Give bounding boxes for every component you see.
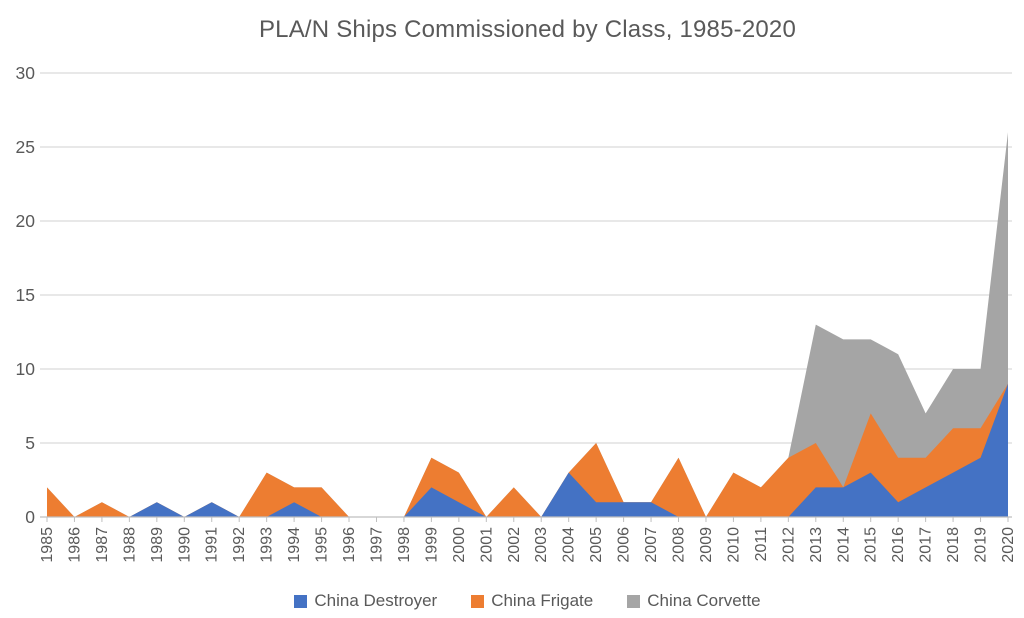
x-axis-label-1997: 1997 xyxy=(368,527,385,563)
x-axis-label-1987: 1987 xyxy=(94,527,111,563)
x-axis-label-2007: 2007 xyxy=(643,527,660,563)
corvette-swatch-icon xyxy=(627,594,641,608)
legend-item-destroyer: China Destroyer xyxy=(294,591,437,611)
stacked-area-chart: 0 5 10 15 20 25 30 1985 1986 1987 1988 1989 1990 1991… xyxy=(16,63,1017,563)
chart-title: PLA/N Ships Commissioned by Class, 1985-… xyxy=(258,16,797,43)
x-axis-label-1986: 1986 xyxy=(66,527,83,563)
x-axis-label-1993: 1993 xyxy=(259,527,276,563)
y-axis-label-30: 30 xyxy=(16,63,36,83)
legend-item-corvette: China Corvette xyxy=(627,591,761,611)
x-axis-label-2012: 2012 xyxy=(780,527,797,563)
y-axis-label-20: 20 xyxy=(16,211,36,231)
frigate-swatch-icon xyxy=(471,594,485,608)
y-axis-label-25: 25 xyxy=(16,137,35,157)
x-axis-label-2008: 2008 xyxy=(671,527,688,563)
destroyer-swatch-icon xyxy=(294,594,308,608)
x-axis-label-2014: 2014 xyxy=(835,527,852,563)
x-axis-label-2013: 2013 xyxy=(808,527,825,563)
chart-legend: China Destroyer China Frigate China Corv… xyxy=(40,591,1015,611)
x-axis-label-1988: 1988 xyxy=(121,527,138,563)
x-axis-label-2010: 2010 xyxy=(725,527,742,563)
legend-label-corvette: China Corvette xyxy=(647,591,761,610)
legend-label-destroyer: China Destroyer xyxy=(314,591,438,610)
y-axis-label-15: 15 xyxy=(16,285,35,305)
x-axis-label-2016: 2016 xyxy=(890,527,907,563)
x-axis-label-2000: 2000 xyxy=(451,527,468,563)
x-axis-label-2002: 2002 xyxy=(506,527,523,563)
x-axis-label-1996: 1996 xyxy=(341,527,358,563)
x-axis-label-2011: 2011 xyxy=(753,527,770,562)
area-china-destroyer xyxy=(47,383,1008,517)
x-axis-label-2004: 2004 xyxy=(561,527,578,563)
x-axis-label-1985: 1985 xyxy=(39,527,56,563)
x-axis-label-2015: 2015 xyxy=(863,527,880,563)
x-axis-label-2018: 2018 xyxy=(945,527,962,563)
x-axis-label-1989: 1989 xyxy=(149,527,166,563)
x-axis-label-1990: 1990 xyxy=(176,527,193,563)
x-axis-label-2003: 2003 xyxy=(533,527,550,563)
legend-item-frigate: China Frigate xyxy=(471,591,593,611)
x-axis-label-2009: 2009 xyxy=(698,527,715,563)
x-axis-label-1992: 1992 xyxy=(231,527,248,563)
x-axis-label-2020: 2020 xyxy=(1000,527,1017,563)
x-axis-label-2017: 2017 xyxy=(918,527,935,563)
x-axis-label-1991: 1991 xyxy=(204,527,221,563)
legend-label-frigate: China Frigate xyxy=(491,591,594,610)
y-axis-label-0: 0 xyxy=(25,507,35,527)
x-axis-label-2001: 2001 xyxy=(478,527,495,563)
x-axis-label-2019: 2019 xyxy=(973,527,990,563)
area-china-frigate xyxy=(47,383,1008,517)
x-axis-label-1994: 1994 xyxy=(286,527,303,563)
x-axis-label-1998: 1998 xyxy=(396,527,413,563)
x-axis-label-1995: 1995 xyxy=(314,527,331,563)
x-axis-label-1999: 1999 xyxy=(423,527,440,563)
x-axis-label-2005: 2005 xyxy=(588,527,605,563)
x-axis-label-2006: 2006 xyxy=(616,527,633,563)
y-axis-label-5: 5 xyxy=(25,433,35,453)
y-axis-label-10: 10 xyxy=(16,359,36,379)
